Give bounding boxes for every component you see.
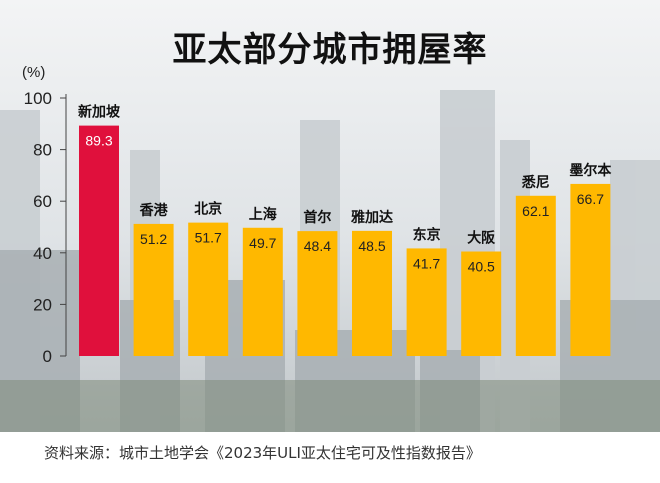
data-label: 48.5	[358, 238, 385, 254]
y-tick-label: 100	[24, 89, 52, 108]
data-label: 51.7	[195, 230, 222, 246]
category-label: 东京	[413, 226, 441, 243]
category-label: 香港	[139, 202, 169, 219]
y-tick-label: 40	[33, 244, 52, 263]
data-label: 48.4	[304, 238, 331, 254]
category-label: 墨尔本	[569, 162, 612, 179]
bar	[570, 183, 611, 356]
y-axis-unit-label: (%)	[22, 64, 46, 81]
category-label: 新加坡	[78, 104, 121, 121]
chart-title: 亚太部分城市拥屋率	[172, 30, 488, 70]
category-label: 大阪	[467, 230, 496, 247]
bar	[352, 230, 392, 356]
data-label: 49.7	[249, 235, 276, 251]
data-label: 40.5	[468, 259, 495, 275]
bar	[79, 125, 119, 356]
bar	[188, 222, 229, 356]
bar	[406, 248, 447, 356]
bar	[297, 231, 338, 356]
y-tick-label: 60	[33, 192, 52, 211]
bar	[461, 251, 502, 356]
category-label: 北京	[194, 201, 222, 218]
y-tick-label: 0	[43, 347, 52, 366]
bar	[133, 223, 174, 356]
category-label: 悉尼	[521, 174, 550, 191]
y-tick-label: 80	[33, 141, 52, 160]
bar	[242, 227, 283, 356]
source-footer: 资料来源：城市土地学会《2023年ULI亚太住宅可及性指数报告》	[0, 432, 660, 483]
y-tick-label: 20	[33, 295, 52, 314]
bar	[515, 195, 556, 356]
data-label: 62.1	[522, 203, 549, 219]
category-label: 雅加达	[351, 209, 393, 226]
data-label: 41.7	[413, 255, 440, 271]
source-text: 资料来源：城市土地学会《2023年ULI亚太住宅可及性指数报告》	[44, 444, 481, 462]
data-label: 51.2	[140, 231, 167, 247]
data-label: 89.3	[85, 133, 112, 149]
data-label: 66.7	[577, 191, 604, 207]
category-label: 上海	[249, 206, 277, 223]
category-label: 首尔	[303, 209, 331, 226]
